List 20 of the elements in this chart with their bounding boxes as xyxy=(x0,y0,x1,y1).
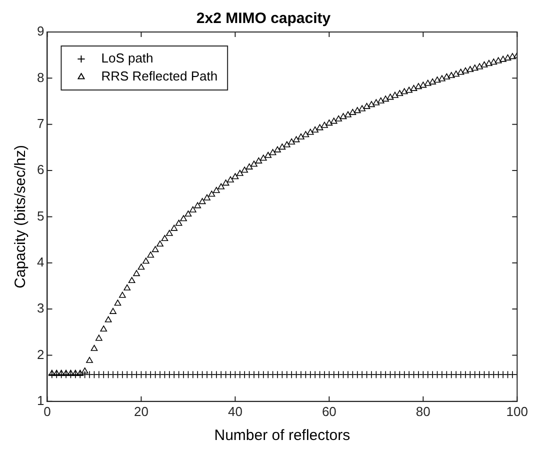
y-tick-label: 6 xyxy=(36,162,44,178)
x-tick-label: 40 xyxy=(228,404,242,419)
x-tick-label: 20 xyxy=(134,404,148,419)
x-tick-label: 0 xyxy=(44,404,51,419)
chart-title: 2x2 MIMO capacity xyxy=(196,10,332,28)
y-tick-label: 4 xyxy=(36,254,44,270)
y-tick-label: 7 xyxy=(36,116,44,131)
x-axis-title: Number of reflectors xyxy=(214,427,350,444)
y-tick-label: 2 xyxy=(36,346,44,362)
x-tick-label: 80 xyxy=(416,404,430,419)
y-axis-title: Capacity (bits/sec/hz) xyxy=(12,145,30,288)
x-tick-label: 60 xyxy=(322,404,336,419)
y-tick-label: 8 xyxy=(36,70,44,85)
y-tick-label: 9 xyxy=(36,24,44,39)
legend-label: RRS Reflected Path xyxy=(101,68,218,84)
y-tick-label: 5 xyxy=(36,208,44,224)
y-tick-label: 1 xyxy=(36,392,44,408)
y-tick-label: 3 xyxy=(36,300,44,316)
x-tick-label: 100 xyxy=(506,404,528,419)
legend-label: LoS path xyxy=(101,50,154,66)
